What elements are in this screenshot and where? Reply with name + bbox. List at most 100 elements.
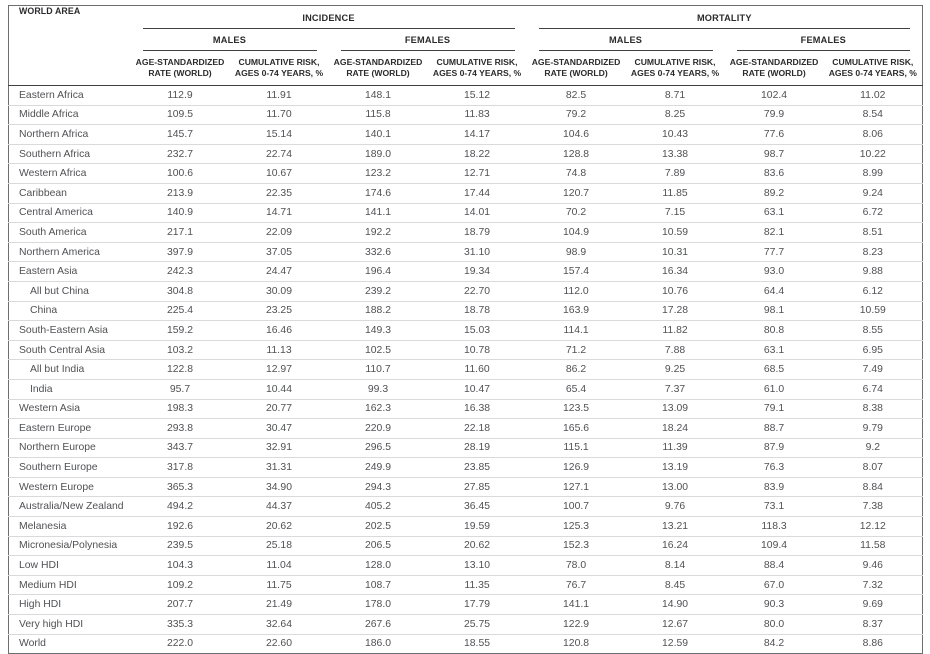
value-cell: 10.67 bbox=[229, 163, 329, 184]
value-cell: 37.05 bbox=[229, 242, 329, 263]
mortality-males-label: MALES bbox=[538, 29, 713, 51]
value-cell: 149.3 bbox=[328, 320, 428, 341]
value-cell: 79.2 bbox=[526, 105, 626, 126]
value-cell: 343.7 bbox=[130, 438, 230, 459]
col-header-asr: AGE-STANDARDIZED RATE (WORLD) bbox=[328, 51, 428, 86]
table-row: Medium HDI 109.2 11.75 108.7 11.35 76.7 8.45 67… bbox=[8, 575, 923, 596]
table-row: Northern Europe 343.7 32.91 296.5 28.19 115.1… bbox=[8, 438, 923, 459]
value-cell: 70.2 bbox=[526, 203, 626, 224]
value-cell: 104.3 bbox=[130, 555, 230, 576]
value-cell: 9.46 bbox=[823, 555, 923, 576]
world-area-cell: Southern Europe bbox=[8, 457, 131, 478]
value-cell: 332.6 bbox=[328, 242, 428, 263]
value-cell: 8.07 bbox=[823, 457, 923, 478]
value-cell: 296.5 bbox=[328, 438, 428, 459]
value-cell: 7.88 bbox=[625, 340, 725, 361]
mortality-males-header: MALES bbox=[527, 29, 725, 51]
value-cell: 18.79 bbox=[427, 222, 527, 243]
value-cell: 17.28 bbox=[625, 301, 725, 322]
value-cell: 10.44 bbox=[229, 379, 329, 400]
value-cell: 78.0 bbox=[526, 555, 626, 576]
value-cell: 152.3 bbox=[526, 536, 626, 557]
world-area-cell: All but India bbox=[8, 359, 131, 380]
value-cell: 8.37 bbox=[823, 614, 923, 635]
value-cell: 31.10 bbox=[427, 242, 527, 263]
value-cell: 20.77 bbox=[229, 399, 329, 420]
value-cell: 6.95 bbox=[823, 340, 923, 361]
col-header-cum-risk: CUMULATIVE RISK, AGES 0-74 YEARS, % bbox=[625, 51, 725, 86]
value-cell: 13.38 bbox=[625, 144, 725, 165]
world-area-cell: Medium HDI bbox=[8, 575, 131, 596]
value-cell: 11.39 bbox=[625, 438, 725, 459]
value-cell: 8.55 bbox=[823, 320, 923, 341]
value-cell: 9.69 bbox=[823, 594, 923, 616]
world-area-cell: Middle Africa bbox=[8, 105, 131, 126]
table-body: Eastern Africa 112.9 11.91 148.1 15.12 82.5 8.… bbox=[8, 85, 923, 654]
value-cell: 159.2 bbox=[130, 320, 230, 341]
table-row: Eastern Africa 112.9 11.91 148.1 15.12 82.5 8.… bbox=[8, 85, 923, 106]
value-cell: 63.1 bbox=[724, 340, 824, 361]
value-cell: 30.09 bbox=[229, 281, 329, 302]
table-row: Southern Europe 317.8 31.31 249.9 23.85 126.9… bbox=[8, 457, 923, 478]
mortality-females-header: FEMALES bbox=[725, 29, 923, 51]
table-row: Very high HDI 335.3 32.64 267.6 25.75 122.9 12… bbox=[8, 614, 923, 635]
value-cell: 11.83 bbox=[427, 105, 527, 126]
value-cell: 397.9 bbox=[130, 242, 230, 263]
value-cell: 192.6 bbox=[130, 516, 230, 537]
value-cell: 8.51 bbox=[823, 222, 923, 243]
value-cell: 98.7 bbox=[724, 144, 824, 165]
table-row: All but India 122.8 12.97 110.7 11.60 86.2 9.2… bbox=[8, 359, 923, 380]
value-cell: 12.12 bbox=[823, 516, 923, 537]
value-cell: 22.18 bbox=[427, 418, 527, 439]
value-cell: 110.7 bbox=[328, 359, 428, 380]
table-header: WORLD AREA INCIDENCE MORTALITY MALES FEM… bbox=[8, 5, 923, 86]
value-cell: 6.12 bbox=[823, 281, 923, 302]
value-cell: 83.6 bbox=[724, 163, 824, 184]
mortality-group-header: MORTALITY bbox=[527, 6, 923, 29]
value-cell: 222.0 bbox=[166, 638, 193, 650]
value-cell: 123.5 bbox=[526, 399, 626, 420]
value-cell: 8.14 bbox=[625, 555, 725, 576]
value-cell: 100.7 bbox=[526, 496, 626, 518]
world-area-cell: Very high HDI bbox=[8, 614, 131, 635]
value-cell: 8.23 bbox=[823, 242, 923, 263]
sex-header-row: MALES FEMALES MALES FEMALES bbox=[9, 29, 923, 51]
value-cell: 10.76 bbox=[625, 281, 725, 302]
value-cell: 118.3 bbox=[724, 516, 824, 537]
world-area-cell: India bbox=[8, 379, 131, 400]
world-area-cell: World bbox=[19, 638, 46, 650]
world-area-cell: Northern Europe bbox=[8, 438, 131, 459]
value-cell: 90.3 bbox=[724, 594, 824, 616]
value-cell: 82.1 bbox=[724, 222, 824, 243]
value-cell: 13.10 bbox=[427, 555, 527, 576]
table-row: World 222.0 22.60 186.0 18.55 120.8 12.59 84.2 8… bbox=[9, 634, 923, 654]
value-cell: 157.4 bbox=[526, 261, 626, 282]
value-cell: 11.58 bbox=[823, 536, 923, 557]
value-cell: 162.3 bbox=[328, 399, 428, 420]
value-cell: 25.75 bbox=[427, 614, 527, 635]
value-cell: 9.76 bbox=[625, 496, 725, 518]
value-cell: 12.97 bbox=[229, 359, 329, 380]
value-cell: 112.9 bbox=[130, 85, 230, 106]
table-row: Low HDI 104.3 11.04 128.0 13.10 78.0 8.14 88.4 9… bbox=[8, 555, 923, 576]
value-cell: 22.70 bbox=[427, 281, 527, 302]
value-cell: 115.1 bbox=[526, 438, 626, 459]
table-row: Middle Africa 109.5 11.70 115.8 11.83 79.2 8.2… bbox=[8, 105, 923, 126]
value-cell: 335.3 bbox=[130, 614, 230, 635]
value-cell: 18.24 bbox=[625, 418, 725, 439]
value-cell: 11.82 bbox=[625, 320, 725, 341]
value-cell: 18.55 bbox=[464, 638, 491, 650]
value-cell: 9.24 bbox=[823, 183, 923, 204]
value-cell: 32.91 bbox=[229, 438, 329, 459]
value-cell: 239.5 bbox=[130, 536, 230, 557]
value-cell: 104.9 bbox=[526, 222, 626, 243]
value-cell: 89.2 bbox=[724, 183, 824, 204]
value-cell: 9.25 bbox=[625, 359, 725, 380]
value-cell: 206.5 bbox=[328, 536, 428, 557]
table-row: Western Africa 100.6 10.67 123.2 12.71 74.8 7.… bbox=[8, 163, 923, 184]
table-row: Eastern Asia 242.3 24.47 196.4 19.34 157.4 16.… bbox=[8, 261, 923, 282]
value-cell: 6.72 bbox=[823, 203, 923, 224]
value-cell: 68.5 bbox=[724, 359, 824, 380]
value-cell: 34.90 bbox=[229, 477, 329, 498]
value-cell: 127.1 bbox=[526, 477, 626, 498]
